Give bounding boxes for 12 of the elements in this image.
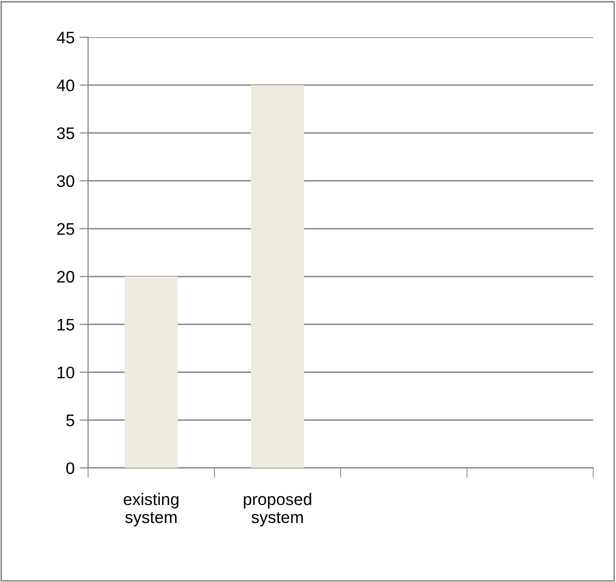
y-tick-label: 5 — [66, 414, 74, 426]
y-tick-label: 40 — [56, 80, 74, 92]
y-tick-label: 20 — [57, 270, 74, 283]
y-tick-label: 10 — [58, 366, 74, 378]
x-tick-label: existing system — [124, 492, 178, 526]
x-tick-label: proposed system — [244, 492, 312, 526]
y-tick-label: 15 — [58, 318, 74, 331]
y-tick-label: 45 — [56, 32, 74, 44]
y-tick-label: 35 — [56, 127, 74, 140]
y-tick-label: 0 — [66, 462, 74, 474]
y-tick-label: 30 — [56, 175, 74, 188]
y-tick-label: 25 — [57, 223, 74, 235]
